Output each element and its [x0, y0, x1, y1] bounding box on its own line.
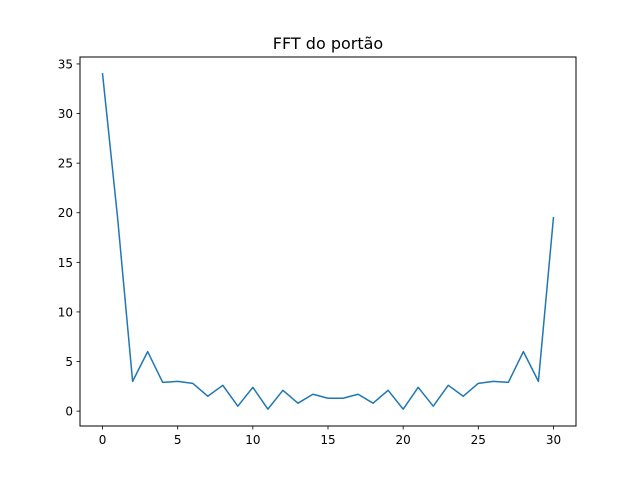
x-tick-label: 0 — [99, 433, 107, 447]
x-tick-label: 20 — [396, 433, 411, 447]
x-tick-label: 15 — [320, 433, 335, 447]
y-tick-label: 20 — [58, 206, 73, 220]
x-tick-label: 30 — [546, 433, 561, 447]
axis-ticks: 0 5 10 15 20 25 30 0 5 10 15 20 25 30 35 — [58, 57, 561, 447]
y-tick-label: 10 — [58, 305, 73, 319]
y-tick-label: 35 — [58, 57, 73, 71]
y-tick-label: 5 — [65, 355, 73, 369]
y-tick-label: 25 — [58, 157, 73, 171]
y-tick-label: 30 — [58, 107, 73, 121]
axes-frame — [79, 56, 577, 427]
y-tick-label: 15 — [58, 256, 73, 270]
chart-title: FFT do portão — [273, 34, 383, 53]
series-group — [101, 73, 555, 410]
series-line — [101, 73, 555, 410]
x-tick-label: 5 — [174, 433, 182, 447]
y-tick-label: 0 — [65, 405, 73, 419]
x-tick-label: 10 — [245, 433, 260, 447]
x-tick-label: 25 — [471, 433, 486, 447]
